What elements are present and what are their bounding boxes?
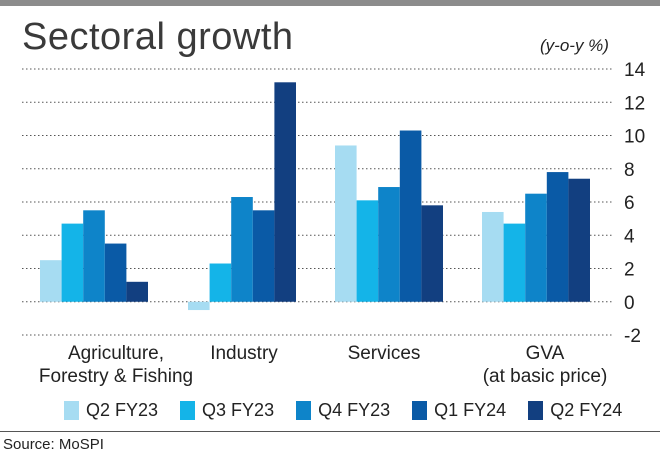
legend-swatch — [412, 401, 428, 420]
bar — [61, 223, 84, 302]
bar — [356, 200, 379, 302]
legend-label: Q2 FY24 — [550, 400, 623, 420]
bar — [104, 243, 127, 302]
legend-swatch — [180, 401, 196, 420]
legend-item: Q1 FY24 — [412, 400, 506, 421]
bar — [83, 210, 105, 302]
category-label: Services — [347, 343, 421, 364]
legend-swatch — [528, 401, 544, 420]
bars — [40, 82, 590, 311]
legend-item: Q2 FY24 — [528, 400, 622, 421]
chart-title: Sectoral growth — [22, 16, 294, 58]
bar — [546, 172, 569, 302]
bar — [209, 263, 232, 302]
bar — [525, 193, 547, 302]
y-axis-ticks: 14 12 10 8 6 4 2 0 -2 — [624, 60, 646, 347]
bar — [126, 281, 148, 302]
legend-label: Q3 FY23 — [202, 400, 275, 420]
legend: Q2 FY23 Q3 FY23 Q4 FY23 Q1 FY24 Q2 FY24 — [64, 400, 644, 421]
bar — [274, 82, 296, 302]
legend-item: Q2 FY23 — [64, 400, 158, 421]
bar — [188, 301, 210, 311]
legend-label: Q1 FY24 — [434, 400, 507, 420]
legend-item: Q4 FY23 — [296, 400, 390, 421]
y-tick-label: 6 — [624, 193, 635, 214]
bar-chart: 14 12 10 8 6 4 2 0 -2 — [22, 60, 646, 347]
source-divider — [0, 431, 660, 432]
bar — [568, 178, 590, 302]
bar — [231, 197, 253, 302]
category-label: Agriculture, Forestry & Fishing — [38, 343, 194, 387]
y-tick-label: 12 — [624, 93, 645, 114]
y-tick-label: 8 — [624, 160, 635, 181]
y-tick-label: -2 — [624, 326, 641, 347]
bar — [252, 210, 275, 302]
y-tick-label: 10 — [624, 127, 645, 148]
legend-swatch — [296, 401, 312, 420]
top-rule — [0, 0, 660, 6]
bar — [482, 211, 504, 302]
legend-swatch — [64, 401, 79, 420]
y-tick-label: 4 — [624, 226, 635, 247]
legend-label: Q4 FY23 — [318, 400, 391, 420]
bar — [421, 205, 443, 302]
y-tick-label: 0 — [624, 293, 635, 314]
bar — [335, 145, 357, 302]
category-label: Industry — [210, 343, 278, 364]
bar — [503, 223, 526, 302]
bar — [40, 260, 62, 302]
unit-label: (y-o-y %) — [540, 36, 609, 55]
legend-label: Q2 FY23 — [86, 400, 159, 420]
y-tick-label: 2 — [624, 260, 635, 281]
y-tick-label: 14 — [624, 60, 646, 81]
bar — [399, 130, 422, 302]
category-label: GVA (at basic price) — [482, 343, 608, 387]
bar — [378, 187, 400, 302]
legend-item: Q3 FY23 — [180, 400, 274, 421]
source-note: Source: MoSPI — [3, 436, 104, 453]
